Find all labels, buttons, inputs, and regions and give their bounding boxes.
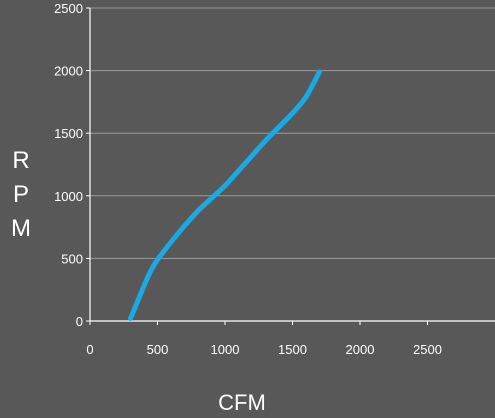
y-tick-label: 1000 [54,189,83,204]
x-tick-label: 500 [147,342,169,357]
x-axis-label: CFM [218,390,266,415]
series-line [128,69,322,321]
y-tick-label: 0 [76,314,83,329]
y-axis-label-letter: R [12,147,30,174]
x-tick-label: 1000 [211,342,240,357]
y-tick-label: 500 [61,251,83,266]
x-tick-label: 2000 [346,342,375,357]
y-tick-label: 2000 [54,64,83,79]
x-tick-label: 2500 [413,342,442,357]
y-tick-label: 2500 [54,1,83,16]
y-axis-label-letter: M [11,215,31,242]
y-axis-label-letter: P [12,181,29,208]
y-tick-label: 1500 [54,126,83,141]
x-tick-label: 0 [86,342,93,357]
x-tick-label: 1500 [278,342,307,357]
